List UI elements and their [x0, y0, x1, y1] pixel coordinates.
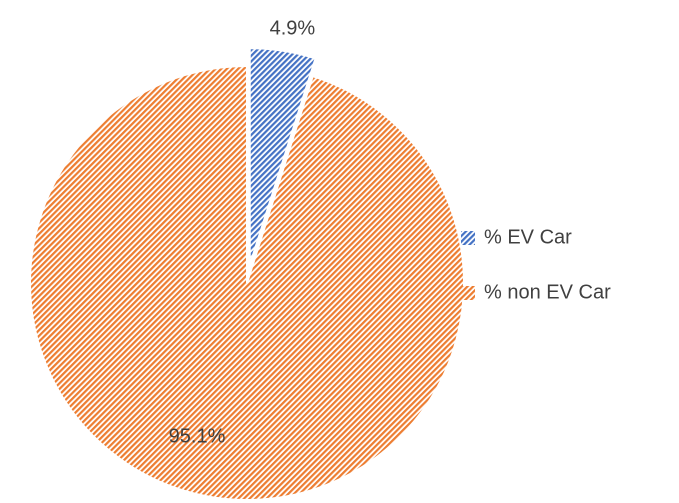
pie-slice: [29, 64, 465, 501]
legend-label: % EV Car: [484, 226, 572, 248]
legend-swatch: [461, 231, 475, 245]
data-label: 95.1%: [169, 425, 226, 447]
legend-label: % non EV Car: [484, 281, 611, 303]
data-label: 4.9%: [270, 17, 316, 39]
pie-slice: [248, 47, 317, 266]
legend-swatch: [461, 286, 475, 300]
